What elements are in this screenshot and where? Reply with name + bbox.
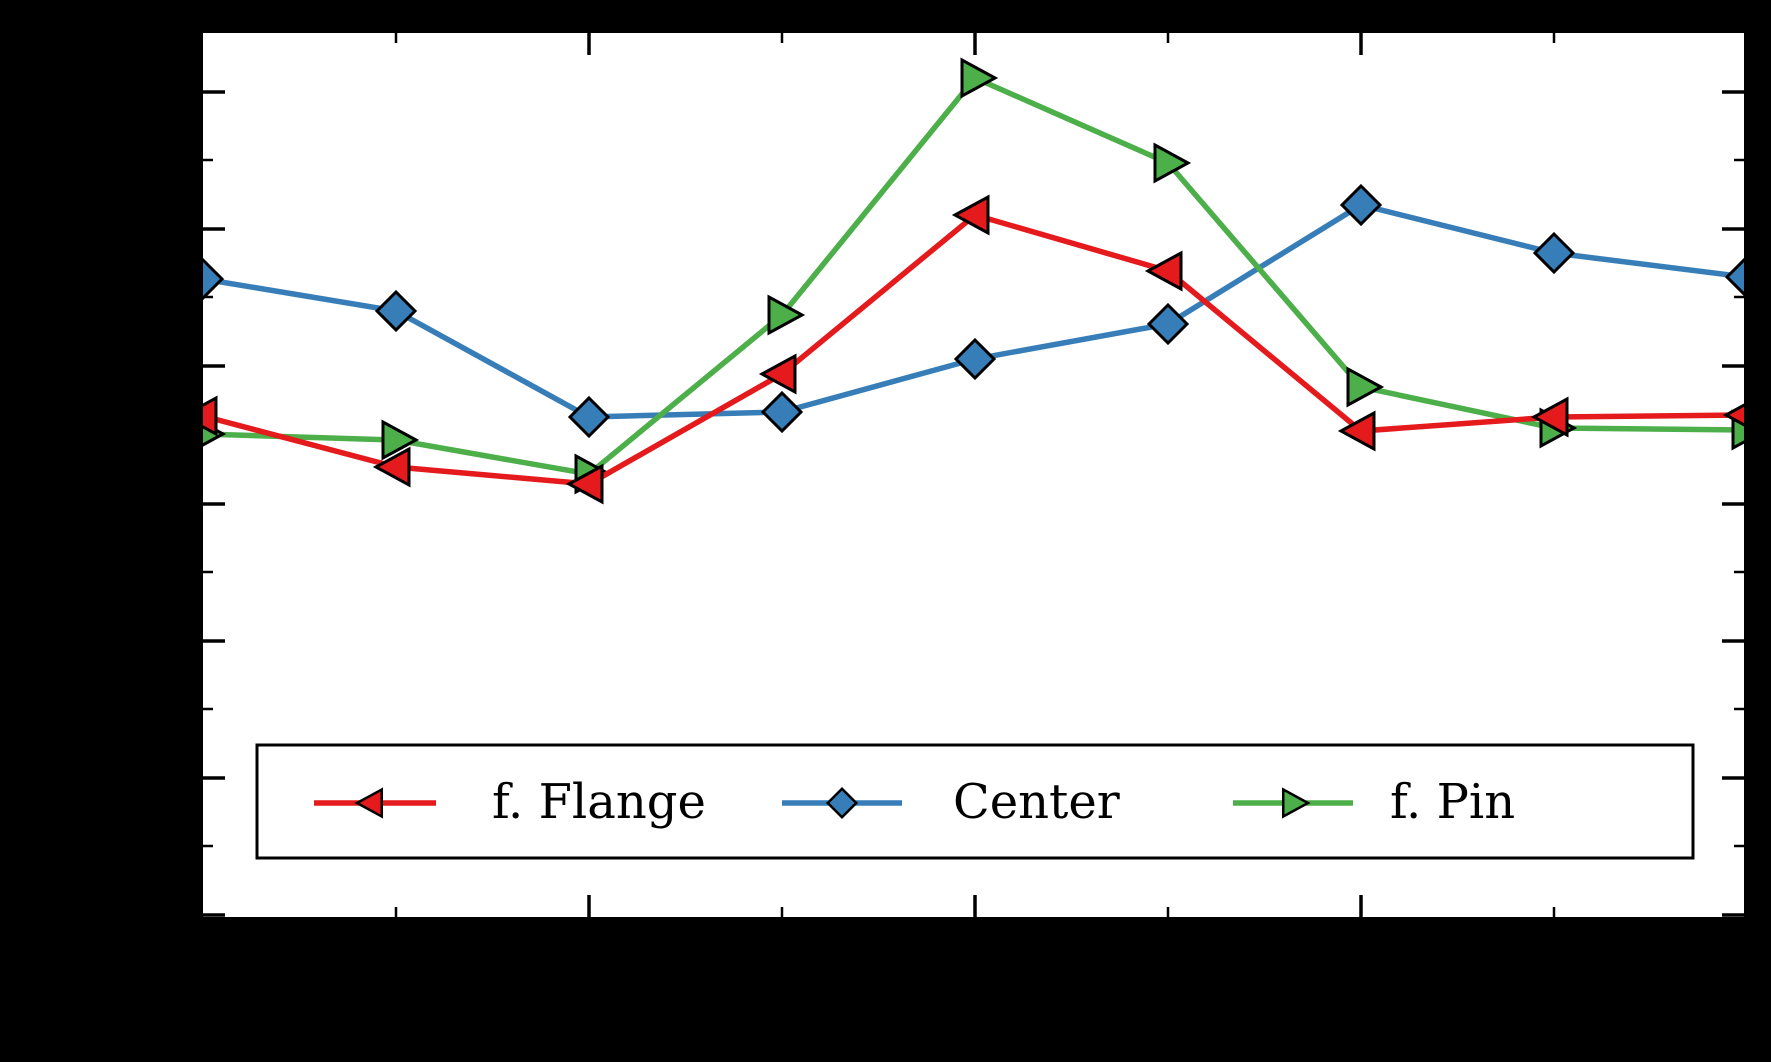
triangle-left-marker-f-flange xyxy=(1722,402,1746,428)
triangle-left-marker-f-flange xyxy=(565,463,604,505)
diamond-marker-center xyxy=(374,289,418,333)
diamond-marker-center xyxy=(1724,255,1746,299)
diamond-marker-center xyxy=(1339,183,1383,227)
diamond-marker-center xyxy=(567,395,611,439)
triangle-right-marker-f-pin xyxy=(767,294,806,336)
triangle-left-marker-f-flange xyxy=(1144,250,1183,292)
legend-triangle-left-marker xyxy=(354,787,383,819)
legend-triangle-right-marker xyxy=(1282,787,1311,819)
triangle-left-marker-f-flange xyxy=(1530,396,1569,438)
diamond-marker-center xyxy=(953,337,997,381)
triangle-left-marker-f-flange xyxy=(372,446,411,488)
series-group xyxy=(201,57,1746,505)
diamond-marker-center xyxy=(1532,231,1576,275)
legend-label-center: Center xyxy=(953,774,1120,830)
legend-label-f-pin: f. Pin xyxy=(1390,774,1515,830)
diamond-marker-center xyxy=(1146,302,1190,346)
triangle-left-marker-f-flange xyxy=(951,194,990,236)
series-f-flange xyxy=(201,194,1746,505)
triangle-left-marker-f-flange xyxy=(201,395,218,437)
series-center xyxy=(201,183,1746,439)
legend-markers xyxy=(314,786,1353,820)
legend-box xyxy=(255,743,1695,860)
triangle-left-marker-f-flange xyxy=(1337,410,1376,452)
diamond-marker-center xyxy=(760,390,804,434)
legend-diamond-marker xyxy=(825,786,859,820)
legend-label-f-flange: f. Flange xyxy=(492,774,706,830)
triangle-right-marker-f-pin xyxy=(960,57,999,99)
triangle-right-marker-f-pin xyxy=(1346,366,1385,408)
legend: f. Flange Center f. Pin xyxy=(255,743,1695,860)
plot-border xyxy=(199,29,1748,921)
triangle-right-marker-f-pin xyxy=(381,419,420,461)
triangle-right-marker-f-pin xyxy=(1153,142,1192,184)
triangle-left-marker-f-flange xyxy=(758,353,797,395)
